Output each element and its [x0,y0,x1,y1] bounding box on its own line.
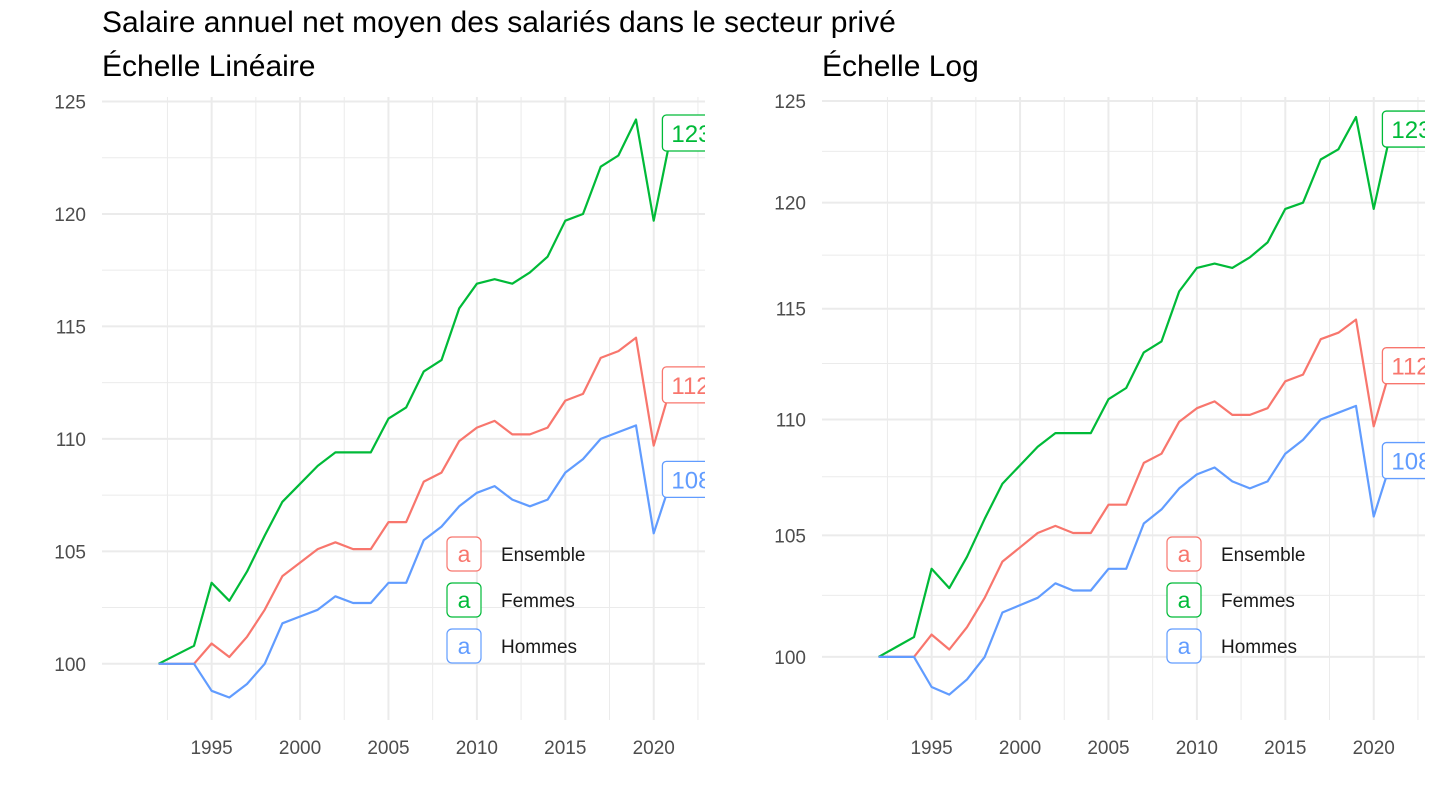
legend-key-glyph: a [458,633,471,659]
legend-label-femmes: Femmes [1221,591,1295,612]
x-tick-label: 2015 [1264,738,1306,759]
x-tick-label: 2005 [1087,738,1129,759]
end-label-hommes: 108.2 [671,467,731,494]
end-label-box-femmes [661,114,705,152]
end-label-femmes: 123.6 [671,121,731,148]
series-line-ensemble [158,336,673,665]
left-panel-subtitle: Échelle Linéaire [102,50,316,83]
series-group: 112.4 123.6 108.2 [878,110,1440,696]
end-label-box-femmes [1381,110,1425,148]
end-label-box-hommes [661,460,705,498]
y-tick-label: 125 [54,92,86,113]
series-line-femmes [878,115,1393,658]
legend-label-femmes: Femmes [501,591,575,612]
legend: a Ensemble a Femmes a Hommes [446,536,586,664]
y-tick-label: 120 [54,205,86,226]
end-label-ensemble: 112.4 [671,373,729,400]
legend-key-glyph: a [1178,633,1191,659]
legend-key-ensemble [1166,536,1202,572]
end-label-box-hommes [1381,441,1425,480]
y-tick-label: 105 [54,542,86,563]
legend-label-hommes: Hommes [1221,637,1297,658]
y-tick-label: 105 [774,526,806,547]
end-label-ensemble: 112.4 [1391,354,1440,381]
x-tick-label: 2020 [1353,738,1395,759]
y-tick-label: 115 [56,317,86,338]
x-tick-label: 2020 [633,738,675,759]
series-line-hommes [878,404,1393,696]
legend-key-glyph: a [1178,587,1191,613]
legend-key-glyph: a [1178,541,1191,567]
chart-title: Salaire annuel net moyen des salariés da… [102,6,896,39]
x-tick-label: 1995 [910,738,952,759]
series-line-femmes [158,118,673,665]
end-label-femmes: 123.6 [1391,117,1440,144]
series-line-ensemble [878,318,1393,659]
legend-key-femmes [446,582,482,618]
legend-key-glyph: a [458,541,471,567]
x-tick-label: 2010 [456,738,498,759]
x-tick-label: 2015 [544,738,586,759]
end-label-box-ensemble [661,366,705,404]
y-tick-label: 100 [774,648,806,669]
legend-key-glyph: a [458,587,471,613]
legend-label-ensemble: Ensemble [501,545,586,566]
y-tick-label: 120 [774,194,806,215]
legend-key-femmes [1166,582,1202,618]
y-tick-label: 125 [774,92,806,113]
x-tick-label: 2000 [279,738,321,759]
legend-label-ensemble: Ensemble [1221,545,1306,566]
y-tick-label: 110 [776,410,806,431]
right-panel-subtitle: Échelle Log [822,50,979,83]
x-tick-label: 2010 [1176,738,1218,759]
y-tick-label: 100 [54,655,86,676]
legend-key-hommes [446,628,482,664]
end-label-box-ensemble [1381,347,1425,385]
y-tick-label: 110 [56,430,86,451]
log-scale-panel: 1995 2000 2005 2010 2015 2020 100 105 110 115 120 1… [774,92,1440,759]
series-group: 112.4 123.6 108.2 [158,114,731,699]
legend-label-hommes: Hommes [501,637,577,658]
series-line-hommes [158,424,673,699]
end-label-hommes: 108.2 [1391,449,1440,476]
legend: a Ensemble a Femmes a Hommes [1166,536,1306,664]
y-tick-label: 115 [776,300,806,321]
linear-scale-panel: 1995 2000 2005 2010 2015 2020 100 105 110 115 120 1… [54,92,731,759]
x-tick-label: 2005 [367,738,409,759]
legend-key-ensemble [446,536,482,572]
x-tick-label: 2000 [999,738,1041,759]
x-tick-label: 1995 [190,738,232,759]
legend-key-hommes [1166,628,1202,664]
